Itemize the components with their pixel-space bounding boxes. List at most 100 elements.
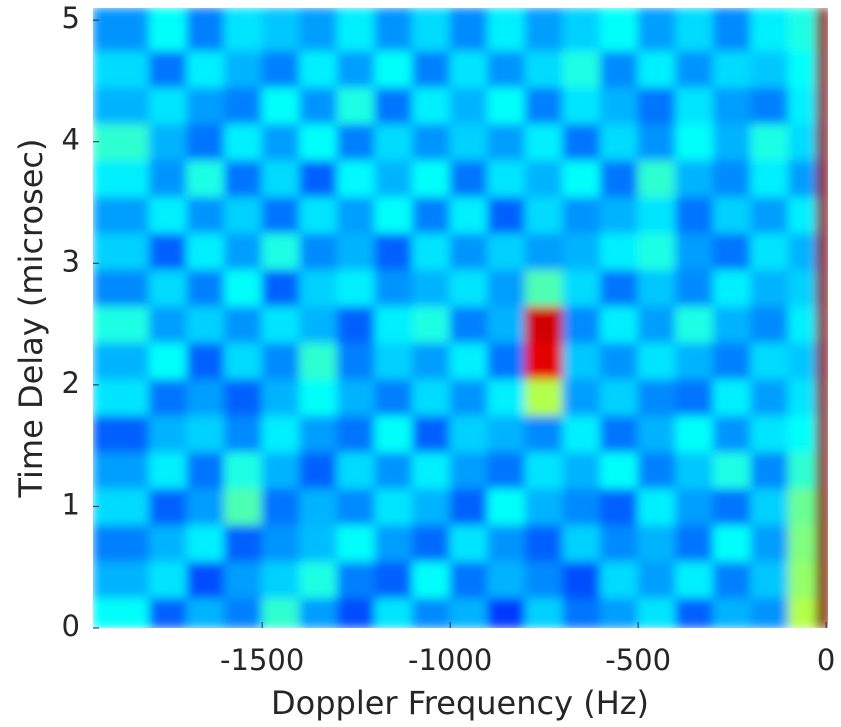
- heat-cell: [562, 560, 602, 599]
- heat-cell: [412, 451, 451, 489]
- heat-cell: [336, 195, 376, 234]
- heat-cell: [299, 560, 338, 599]
- heat-cell: [336, 232, 376, 270]
- heat-cell: [562, 122, 602, 161]
- heat-cell: [600, 232, 639, 270]
- heat-cell: [93, 305, 150, 343]
- heat-cell: [412, 487, 451, 526]
- heat-cell: [148, 487, 188, 526]
- heat-cell: [148, 560, 188, 599]
- y-tick-label: 4: [62, 123, 80, 157]
- heat-cell: [788, 268, 818, 307]
- heat-cell: [412, 122, 451, 161]
- heat-cell: [449, 487, 489, 526]
- heat-cell: [487, 268, 526, 307]
- heat-cell: [675, 305, 714, 343]
- heat-cell: [524, 122, 564, 161]
- heat-cell: [750, 159, 790, 197]
- heat-cell: [562, 305, 602, 343]
- heat-cell: [261, 159, 301, 197]
- heat-cell: [675, 560, 714, 599]
- heat-cell: [637, 414, 677, 453]
- heat-cell: [336, 159, 376, 197]
- heat-cell: [788, 451, 818, 489]
- heat-cell: [562, 268, 602, 307]
- heat-cell: [412, 50, 451, 88]
- heat-cell: [750, 195, 790, 234]
- heat-cell: [148, 195, 188, 234]
- heat-cell: [750, 414, 790, 453]
- heat-cell: [93, 195, 150, 234]
- heat-cell: [712, 8, 752, 52]
- heat-cell: [186, 451, 226, 489]
- heat-cell: [224, 341, 263, 380]
- heat-cell: [562, 487, 602, 526]
- heat-cell: [524, 378, 564, 416]
- heat-cell: [750, 8, 790, 52]
- heat-cell: [374, 378, 414, 416]
- heat-cell: [750, 378, 790, 416]
- heat-cell: [600, 86, 639, 124]
- heat-cell: [93, 159, 150, 197]
- heat-cell: [816, 195, 828, 234]
- heat-cell: [524, 268, 564, 307]
- heat-cell: [412, 524, 451, 562]
- heat-cell: [600, 451, 639, 489]
- heat-cell: [675, 232, 714, 270]
- heat-cell: [412, 597, 451, 628]
- heat-cell: [186, 414, 226, 453]
- heat-cell: [788, 378, 818, 416]
- heat-cell: [449, 195, 489, 234]
- heat-cell: [637, 159, 677, 197]
- heat-cell: [788, 305, 818, 343]
- heat-cell: [148, 232, 188, 270]
- heat-cell: [374, 524, 414, 562]
- heat-cell: [336, 524, 376, 562]
- heat-cell: [637, 378, 677, 416]
- heat-cell: [261, 560, 301, 599]
- heat-cell: [374, 195, 414, 234]
- x-tick-label: -1000: [408, 643, 492, 677]
- heat-cell: [449, 451, 489, 489]
- heat-cell: [374, 341, 414, 380]
- heat-cell: [637, 305, 677, 343]
- heat-cell: [93, 341, 150, 380]
- heat-cell: [299, 451, 338, 489]
- heat-cell: [374, 232, 414, 270]
- heat-cell: [261, 195, 301, 234]
- heat-cell: [336, 414, 376, 453]
- heat-cell: [816, 414, 828, 453]
- heat-cell: [750, 305, 790, 343]
- heat-cell: [637, 560, 677, 599]
- heat-cell: [788, 414, 818, 453]
- heat-cell: [186, 378, 226, 416]
- heat-cell: [224, 378, 263, 416]
- heat-cell: [186, 159, 226, 197]
- heat-cell: [562, 8, 602, 52]
- heat-cell: [562, 195, 602, 234]
- heat-cell: [148, 268, 188, 307]
- heat-cell: [148, 159, 188, 197]
- heat-cell: [712, 50, 752, 88]
- heat-cell: [93, 451, 150, 489]
- heat-cell: [412, 560, 451, 599]
- heat-cell: [600, 378, 639, 416]
- heat-cell: [261, 122, 301, 161]
- heat-cell: [524, 341, 564, 380]
- heat-cell: [374, 414, 414, 453]
- heat-cell: [186, 524, 226, 562]
- heat-cell: [750, 524, 790, 562]
- heat-cell: [93, 232, 150, 270]
- heat-cell: [148, 122, 188, 161]
- heat-cell: [261, 268, 301, 307]
- heat-cell: [524, 451, 564, 489]
- heat-cell: [449, 86, 489, 124]
- heat-cell: [374, 159, 414, 197]
- heat-cell: [93, 50, 150, 88]
- heat-cell: [261, 414, 301, 453]
- heat-cell: [299, 122, 338, 161]
- heat-cell: [374, 86, 414, 124]
- heat-cell: [299, 524, 338, 562]
- heat-cell: [788, 8, 818, 52]
- y-tick-label: 5: [62, 1, 80, 35]
